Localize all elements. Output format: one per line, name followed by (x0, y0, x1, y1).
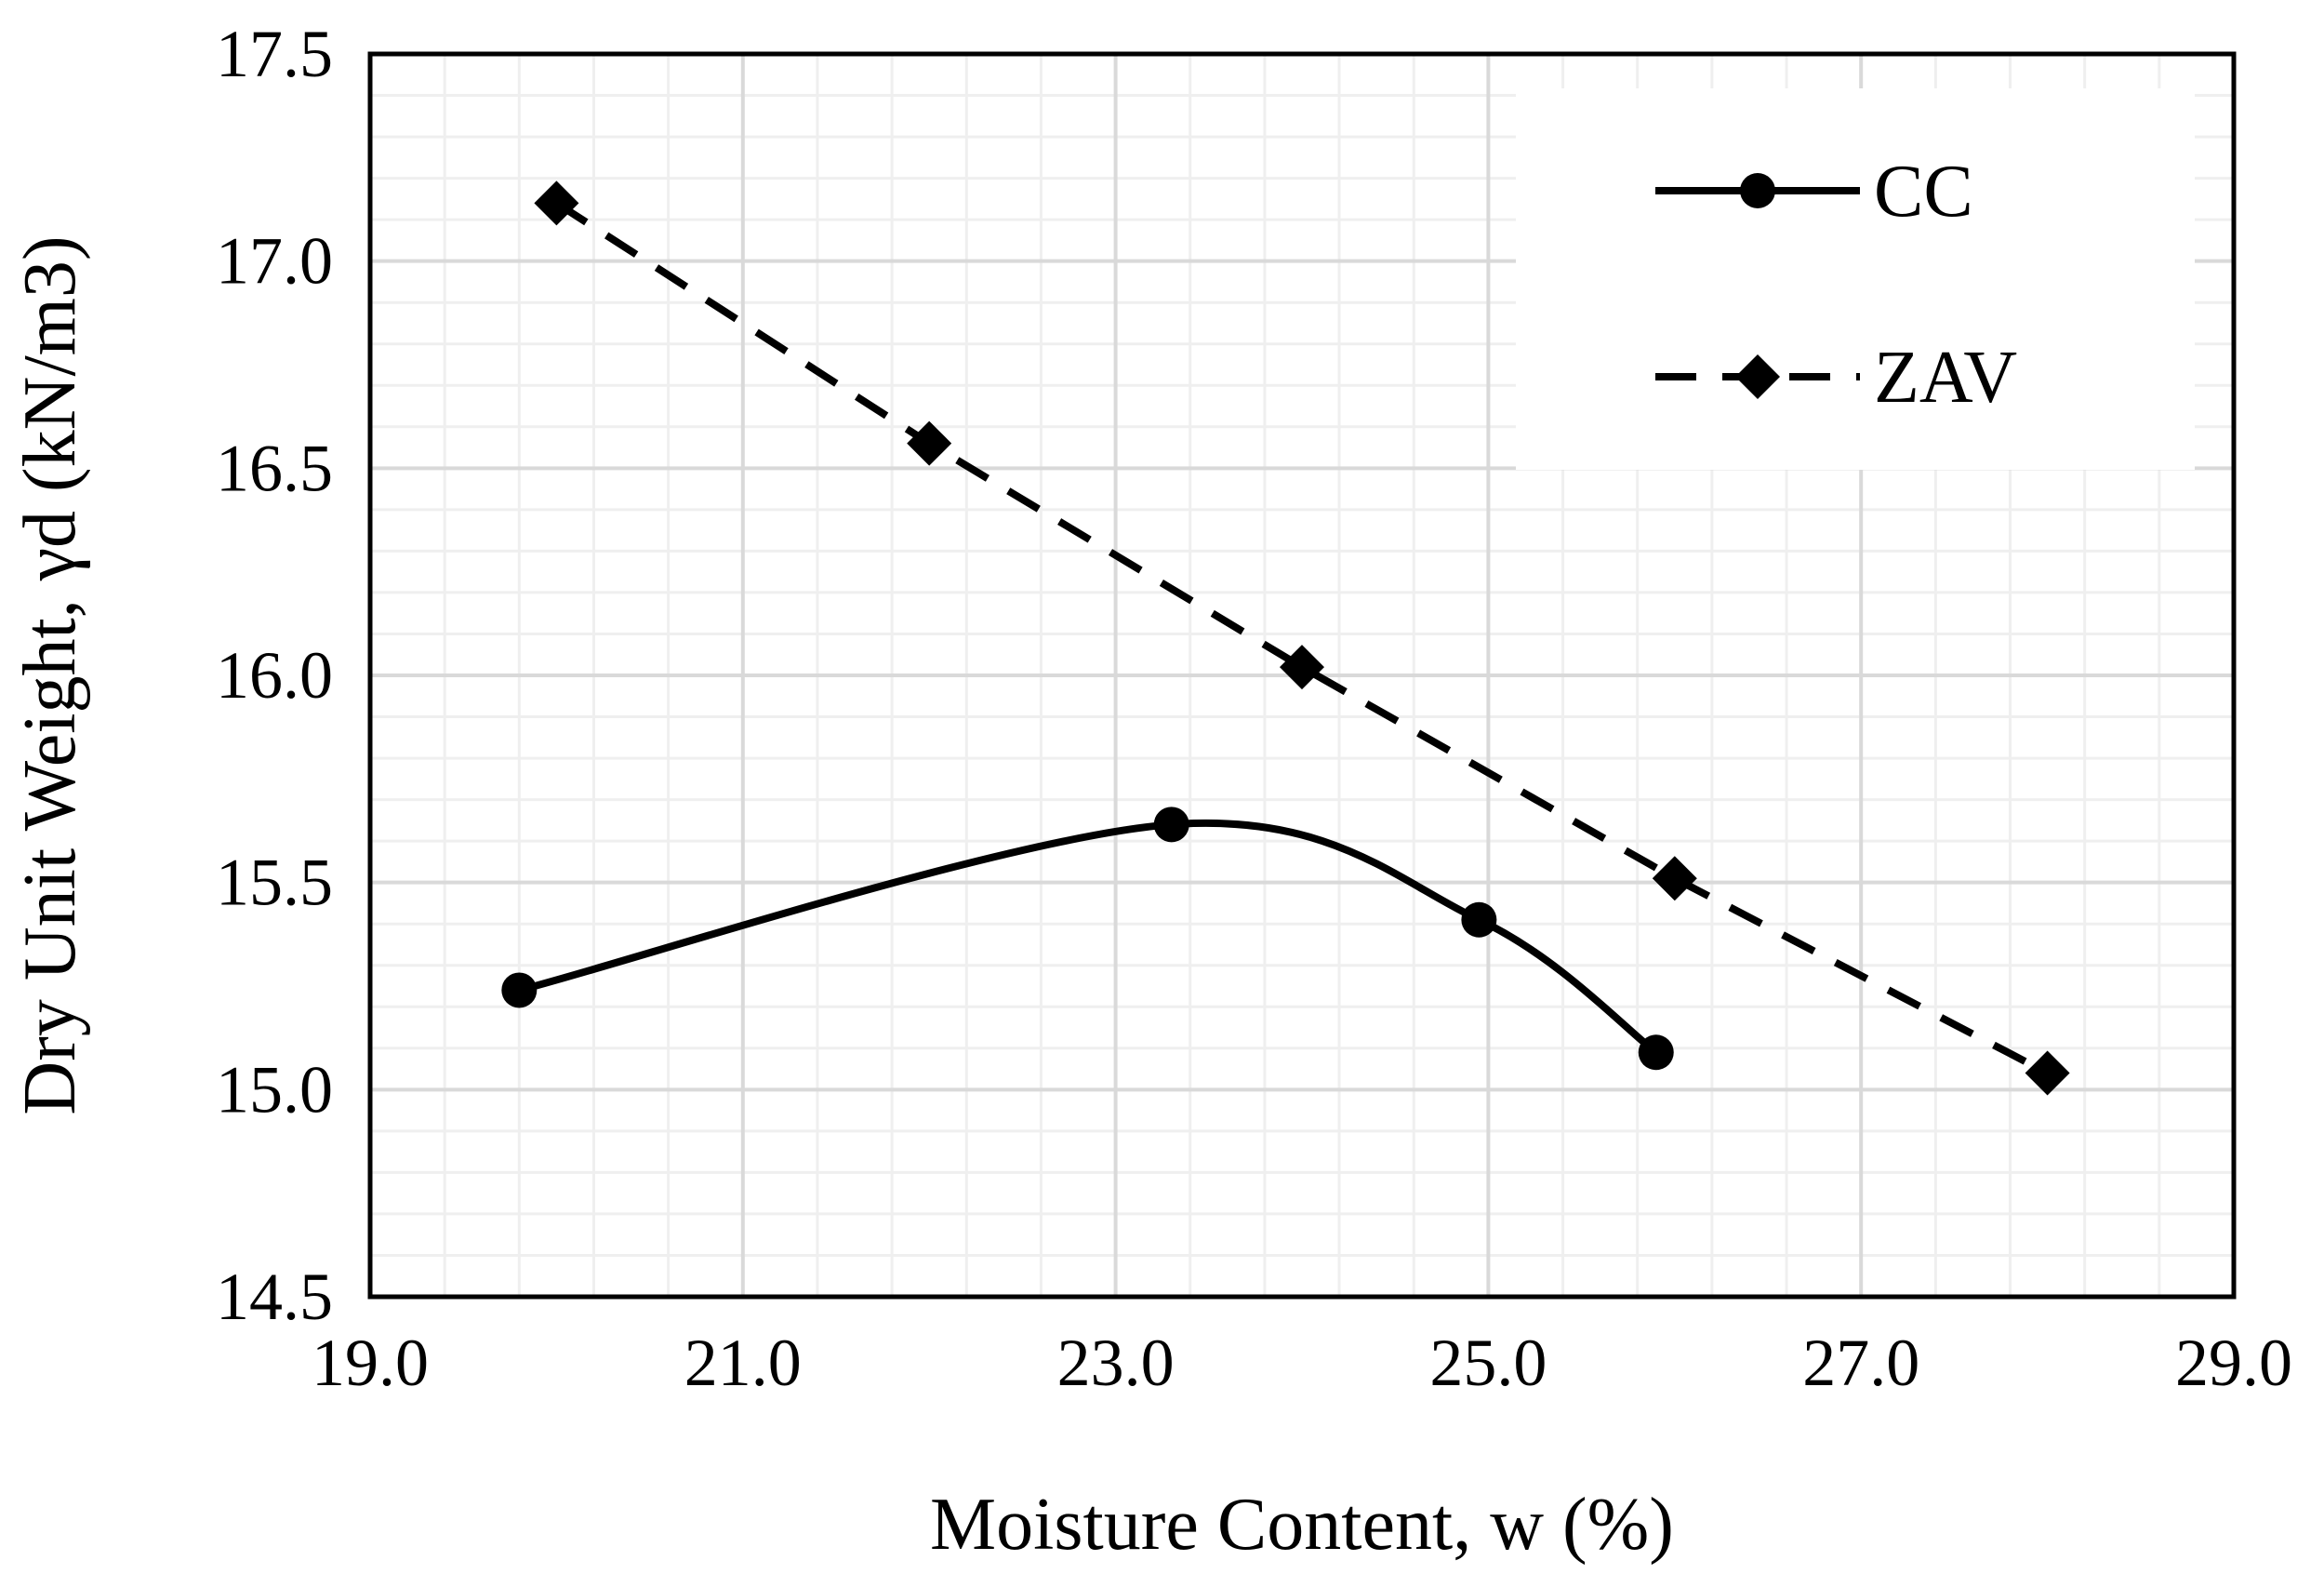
series-cc (501, 807, 1674, 1071)
data-point-zav (2025, 1050, 2070, 1096)
plot-area-frame (367, 51, 2237, 1300)
y-axis-title: Dry Unit Weight, γd (kN/m3) (9, 235, 91, 1114)
x-axis-title: Moisture Content, w (%) (930, 1484, 1674, 1566)
legend-marker-cc (1740, 173, 1775, 208)
y-tick-label: 16.0 (216, 638, 333, 713)
x-tick-label: 23.0 (1057, 1326, 1175, 1400)
x-tick-label: 21.0 (684, 1326, 802, 1400)
data-point-zav (1280, 645, 1324, 690)
y-tick-label: 17.0 (216, 224, 333, 299)
data-point-cc (501, 972, 538, 1008)
y-tick-label: 15.5 (216, 846, 333, 920)
series-layer (501, 180, 2070, 1096)
y-tick-label: 16.5 (216, 431, 333, 505)
legend-entry-cc: CC (1655, 151, 1973, 233)
data-point-cc (1461, 901, 1497, 938)
x-tick-label: 27.0 (1802, 1326, 1919, 1400)
y-tick-label: 17.5 (216, 17, 333, 91)
legend-marker-zav (1735, 354, 1780, 399)
legend-entry-zav: ZAV (1655, 337, 2017, 419)
y-tick-label: 15.0 (216, 1052, 333, 1127)
data-point-cc (1153, 807, 1189, 843)
data-point-zav (534, 180, 579, 226)
data-point-zav (907, 420, 952, 466)
data-point-cc (1638, 1034, 1674, 1071)
legend-label-cc: CC (1874, 151, 1973, 233)
series-line-zav (554, 199, 2050, 1077)
y-axis-tick-labels: 14.5 15.0 15.5 16.0 16.5 17.0 17.5 (216, 17, 333, 1334)
x-tick-label: 25.0 (1429, 1326, 1547, 1400)
legend: CC ZAV (1655, 151, 2017, 419)
series-zav (534, 180, 2070, 1096)
series-line-cc (518, 820, 1659, 1056)
legend-label-zav: ZAV (1874, 337, 2017, 419)
x-tick-label: 19.0 (312, 1326, 429, 1400)
legend-background (1516, 88, 2195, 470)
data-point-zav (1652, 856, 1697, 901)
x-tick-label: 29.0 (2175, 1326, 2292, 1400)
x-axis-tick-labels: 19.0 21.0 23.0 25.0 27.0 29.0 (312, 1326, 2292, 1400)
y-tick-label: 14.5 (216, 1260, 333, 1334)
